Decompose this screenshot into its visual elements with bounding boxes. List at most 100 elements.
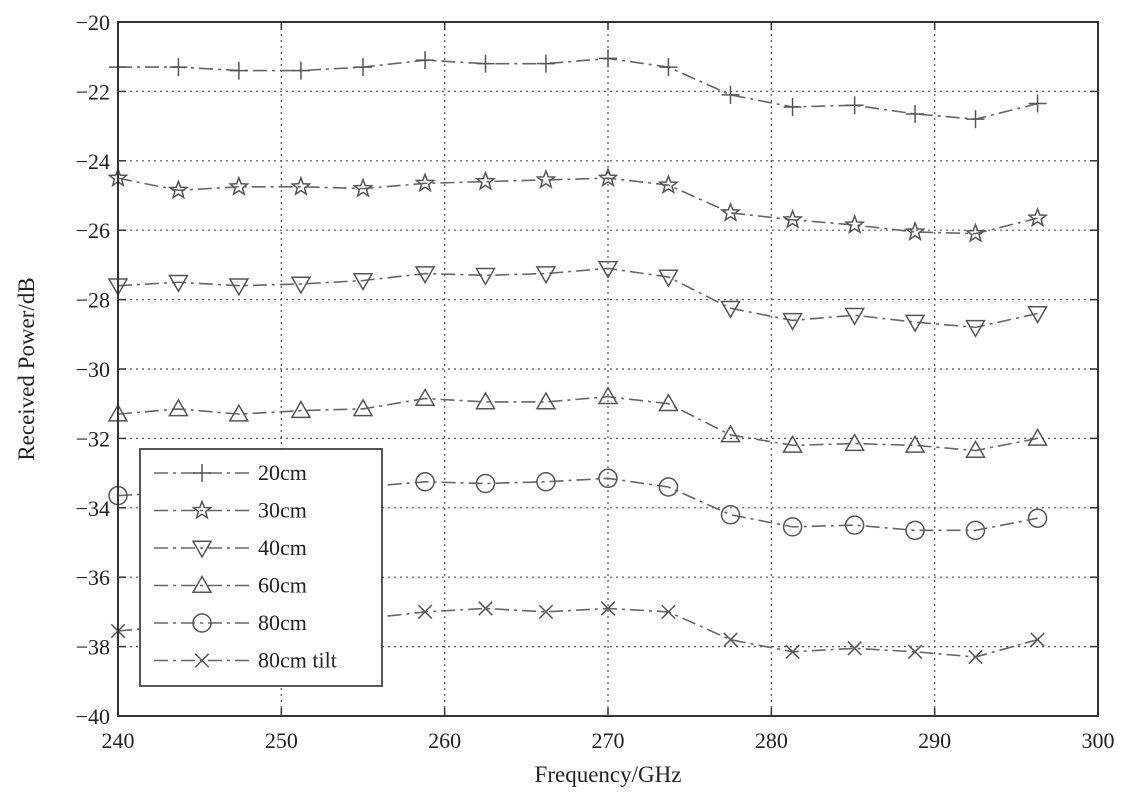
y-tick-label: −34 [76, 496, 110, 521]
series-line [117, 177, 1038, 235]
data-point-star [657, 173, 680, 195]
legend-label: 30cm [258, 498, 307, 523]
x-tick-label: 240 [102, 728, 135, 753]
data-point-plus [476, 54, 495, 73]
data-point-star [535, 168, 557, 189]
data-point-circle [1027, 508, 1048, 528]
x-tick-label: 250 [265, 728, 298, 753]
data-point-triangle-up [168, 398, 189, 417]
data-point-x [723, 632, 738, 647]
data-point-star [414, 172, 436, 193]
data-point-triangle-down [475, 267, 496, 286]
data-point-triangle-up [844, 433, 865, 452]
y-tick-label: −36 [76, 565, 110, 590]
legend-marker-x [194, 653, 210, 668]
data-point-triangle-down [414, 266, 436, 285]
data-point-triangle-up [352, 398, 374, 417]
data-point-triangle-down [658, 269, 679, 288]
y-tick-label: −38 [76, 635, 110, 660]
plot-series [107, 49, 1049, 665]
data-point-plus [291, 61, 310, 80]
x-tick-label: 280 [755, 728, 788, 753]
data-point-triangle-up [535, 391, 557, 410]
data-point-circle [905, 520, 925, 541]
data-point-circle [598, 468, 618, 489]
legend-label: 80cm tilt [258, 648, 337, 673]
legend-entry: 80cm [154, 610, 307, 635]
data-point-triangle-down [782, 312, 803, 331]
data-point-triangle-down [1027, 305, 1048, 324]
data-point-circle [415, 472, 435, 492]
data-point-star [964, 222, 987, 243]
y-tick-label: −20 [76, 10, 110, 35]
y-tick-label: −24 [76, 149, 110, 174]
legend-entry: 30cm [154, 498, 307, 523]
data-point-plus [659, 58, 678, 77]
data-point-triangle-up [475, 391, 496, 410]
data-point-x [661, 604, 676, 620]
legend-marker-triangle-down [191, 540, 213, 559]
y-tick-label: −40 [76, 704, 110, 729]
data-point-star [719, 201, 742, 222]
series-30cm [107, 167, 1049, 243]
data-point-star [290, 175, 312, 196]
data-point-triangle-down [597, 260, 619, 279]
data-point-plus [1028, 94, 1047, 113]
data-point-plus [783, 98, 802, 117]
data-point-plus [906, 104, 925, 123]
data-point-triangle-up [290, 400, 312, 419]
data-point-star [1026, 206, 1049, 228]
data-point-circle [782, 517, 803, 537]
data-point-plus [721, 85, 740, 104]
y-tick-label: −28 [76, 288, 110, 313]
data-point-circle [536, 472, 556, 492]
data-point-triangle-down [228, 278, 250, 297]
legend-entry: 40cm [154, 535, 307, 560]
data-point-x [968, 649, 983, 665]
data-point-circle [844, 515, 865, 535]
series-line [117, 477, 1038, 532]
data-point-triangle-up [597, 386, 619, 405]
y-axis-label: Received Power/dB [14, 277, 39, 460]
data-point-star [167, 179, 190, 200]
series-line [117, 607, 1038, 658]
legend-marker-circle [192, 613, 212, 633]
data-point-triangle-down [168, 274, 189, 293]
data-point-star [781, 208, 804, 229]
y-tick-label: −30 [76, 357, 110, 382]
data-point-plus [966, 110, 985, 129]
data-point-triangle-up [658, 393, 679, 412]
data-point-circle [658, 477, 679, 497]
data-point-x [417, 604, 433, 620]
legend-box [139, 448, 383, 687]
data-point-x [1030, 632, 1045, 647]
x-tick-label: 290 [918, 728, 951, 753]
data-point-star [228, 175, 250, 196]
y-tick-label: −22 [76, 79, 110, 104]
data-point-triangle-down [904, 314, 926, 333]
data-point-x [600, 601, 616, 616]
data-point-star [904, 220, 926, 241]
data-point-circle [965, 520, 986, 541]
data-point-x [785, 644, 800, 660]
series-line [117, 395, 1038, 452]
legend-label: 20cm [258, 460, 307, 485]
data-point-x [478, 601, 493, 616]
legend-entry: 20cm [154, 460, 307, 485]
data-point-triangle-up [904, 434, 926, 453]
data-point-plus [229, 61, 248, 80]
data-point-star [474, 170, 497, 191]
data-point-star [597, 167, 619, 188]
data-point-plus [845, 96, 864, 115]
data-point-circle [720, 504, 741, 525]
data-point-triangle-up [782, 434, 803, 453]
x-tick-label: 260 [428, 728, 461, 753]
data-point-plus [416, 51, 435, 70]
y-tick-label: −26 [76, 218, 110, 243]
data-point-x [847, 641, 862, 656]
x-tick-label: 270 [592, 728, 625, 753]
series-60cm [107, 386, 1048, 459]
series-line [118, 57, 1038, 120]
x-tick-label: 300 [1082, 728, 1115, 753]
